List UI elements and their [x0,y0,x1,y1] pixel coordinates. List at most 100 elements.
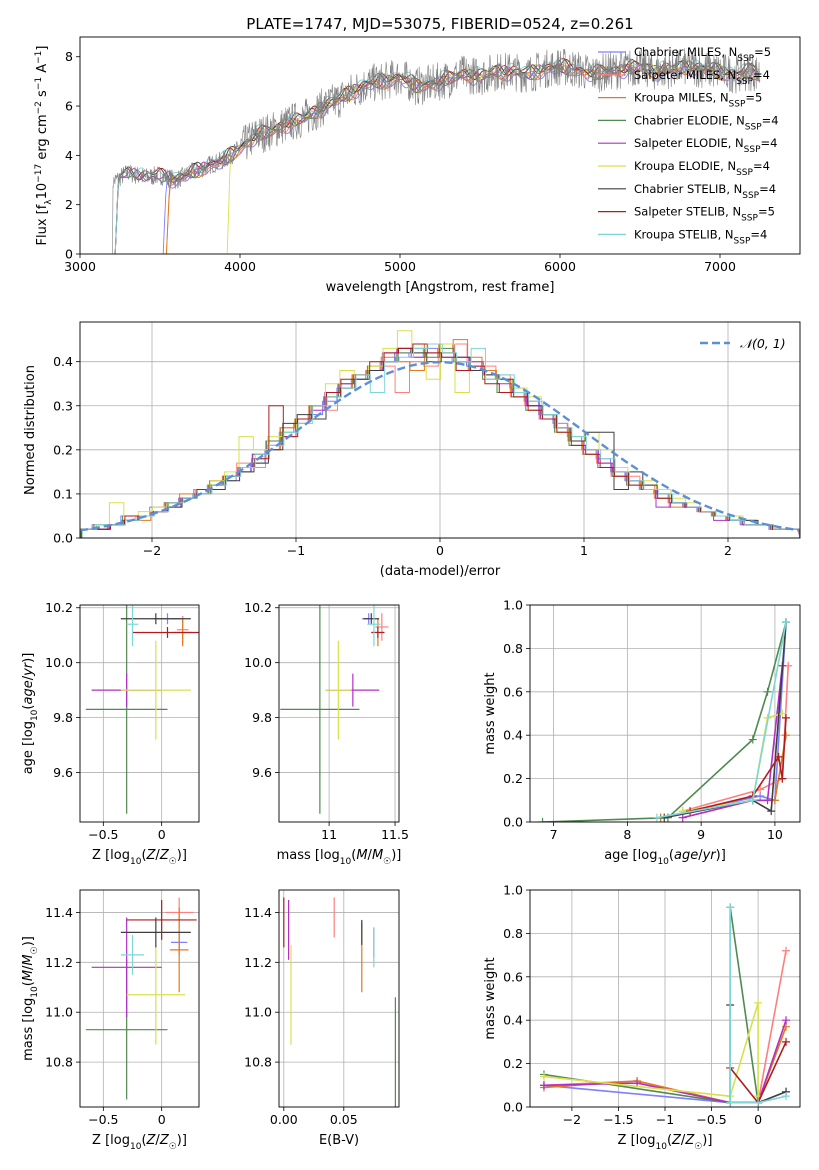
y-tick-label: 0.8 [503,641,523,656]
histogram-chabrier-stelib [80,347,800,538]
weight-marker [763,687,772,696]
plot-area [80,330,800,538]
x-tick-label: −2 [143,543,161,558]
x-tick-label: 4000 [224,259,256,274]
y-tick-label: 1.0 [503,598,523,613]
axes-frame [79,604,200,823]
y-tick-label: 2 [65,197,73,212]
x-axis-label: wavelength [Angstrom, rest frame] [326,280,555,295]
y-tick-label: 11.0 [244,1005,272,1020]
y-tick-label: 11.2 [244,955,272,970]
plot-area [539,903,791,1107]
weight-marker [726,1098,735,1107]
y-tick-label: 0.2 [53,442,73,457]
axes-frame [79,889,200,1108]
weight-marker [774,752,783,761]
x-tick-label: 0 [436,543,444,558]
y-tick-label: 4 [65,148,73,163]
figure-title: PLATE=1747, MJD=53075, FIBERID=0524, z=0… [246,15,633,33]
histogram-kroupa-stelib [81,343,800,538]
y-tick-label: 11.0 [45,1005,73,1020]
y-tick-label: 0.2 [503,771,523,786]
y-tick-label: 0.4 [503,1013,523,1028]
y-axis-label: Flux [fλ10−17 erg cm−2 s−1 A−1] [34,46,54,246]
weight-marker [539,1081,548,1090]
x-tick-label: 8 [623,827,631,842]
panel-mass-vs-Z: −0.5 0 10.8 11.0 11.2 11.4 Z [log10(Z/Z☉)] mass… [21,889,200,1152]
panel-age-vs-mass: 11 11.5 9.6 9.8 10.0 10.2 mass [log10(M/M☉)] [244,600,409,867]
y-axis-label: age [log10(age/yr)] [21,653,40,775]
weight-marker [782,1092,791,1101]
x-tick-label: 7000 [704,259,736,274]
weight-marker [778,774,787,783]
weight-marker [726,903,735,912]
axes-frame [529,604,801,823]
x-tick-label: 6000 [544,259,576,274]
axes-frame [278,889,400,1108]
x-tick-label: 0.00 [270,1112,298,1127]
x-axis-label: age [log10(age/yr)] [604,848,726,867]
axes-frame [529,889,801,1108]
legend-label: Chabrier STELIB, NSSP=4 [634,182,776,201]
panel-weight-vs-Z: −2 −1.5 −1 −0.5 0 0.0 0.2 0.4 0.6 0.8 1.0 Z [log10(… [483,883,801,1152]
weight-marker [652,813,661,822]
legend-label: Chabrier MILES, NSSP=5 [634,45,771,64]
weight-line [729,907,787,1104]
y-tick-label: 0.4 [53,354,73,369]
histogram-chabrier-miles [80,347,800,538]
weight-marker [782,1016,791,1025]
weight-marker [782,946,791,955]
x-tick-label: 11 [321,827,337,842]
legend-label: Chabrier ELODIE, NSSP=4 [634,113,779,132]
y-tick-label: 0.3 [53,398,73,413]
weight-line [543,1002,759,1098]
x-axis-label: Z [log10(Z/Z☉)] [92,848,187,867]
x-axis-label: (data-model)/error [380,564,501,579]
weight-marker [781,713,790,722]
plot-area [280,605,389,814]
weight-marker [748,735,757,744]
plot-area [112,47,761,254]
weight-marker [754,998,763,1007]
y-tick-label: 9.6 [252,765,272,780]
histogram-salpeter-stelib [81,343,800,538]
x-tick-label: −0.5 [88,827,118,842]
x-tick-label: −2 [563,1112,581,1127]
y-tick-label: 0.2 [503,1056,523,1071]
axes-frame [278,604,400,823]
x-tick-label: −1 [287,543,305,558]
y-tick-label: 8 [65,49,73,64]
panel-age-vs-Z: −0.5 0 9.6 9.8 10.0 10.2 Z [log10(Z/Z☉)] age [l… [21,600,200,867]
y-tick-label: 0.0 [503,815,523,830]
weight-marker [781,731,790,740]
y-tick-label: 0.6 [503,969,523,984]
y-tick-label: 6 [65,99,73,114]
plot-area [85,897,197,1100]
x-tick-label: 7 [550,827,558,842]
weight-line [543,907,759,1104]
legend-label: 𝒩(0, 1) [740,336,786,351]
y-tick-label: 11.4 [244,905,272,920]
panel-spectrum: 3000 4000 5000 6000 7000 0 2 4 6 8 wavelength [Ang… [34,36,801,295]
legend-label: Kroupa STELIB, NSSP=4 [634,227,767,246]
y-tick-label: 0.1 [53,486,73,501]
histogram-salpeter-miles [80,343,800,538]
x-axis-label: Z [log10(Z/Z☉)] [92,1133,187,1152]
legend: 𝒩(0, 1) [700,336,786,351]
x-tick-label: −0.5 [88,1112,118,1127]
y-tick-label: 0.0 [503,1100,523,1115]
x-tick-label: 0 [158,827,166,842]
x-tick-label: 5000 [384,259,416,274]
legend: Chabrier MILES, NSSP=5 Salpeter MILES, NS… [598,45,779,246]
legend-label: Kroupa ELODIE, NSSP=4 [634,159,770,178]
x-tick-label: 3000 [64,259,96,274]
weight-marker [754,1098,763,1107]
plot-area [283,897,396,1107]
panel-mass-vs-EBV: 0.00 0.05 10.8 11.0 11.2 11.4 E(B-V) [244,889,400,1148]
legend-label: Salpeter STELIB, NSSP=5 [634,205,775,224]
y-tick-label: 10.8 [244,1055,272,1070]
weight-marker [748,796,757,805]
histogram-kroupa-miles [80,339,800,538]
y-tick-label: 9.6 [53,765,73,780]
